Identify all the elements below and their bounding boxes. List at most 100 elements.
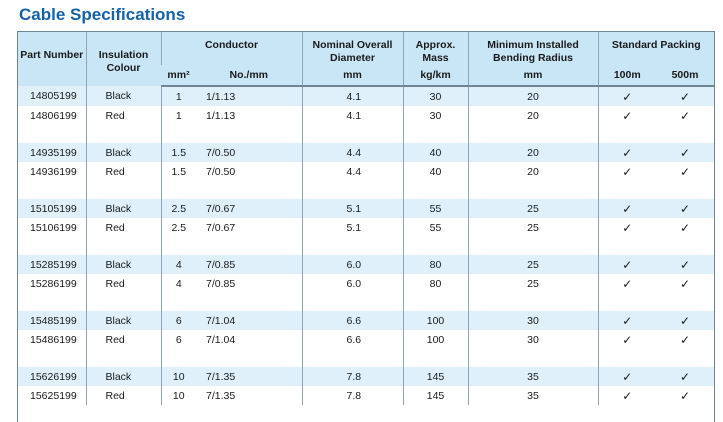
insulation-colour-cell: Black xyxy=(85,311,161,330)
nominal-diameter-cell: 6.0 xyxy=(301,274,404,293)
gap-cell xyxy=(467,349,599,367)
conductor-mm2-cell: 2.5 xyxy=(160,218,196,237)
header-standard-packing: Standard Packing xyxy=(597,32,715,65)
part-number-cell: 14936199 xyxy=(18,162,86,181)
nominal-diameter-cell: 7.8 xyxy=(301,367,404,386)
pack-100m-check-icon: ✓ xyxy=(597,199,657,218)
insulation-colour-cell: Black xyxy=(85,143,161,162)
gap-cell xyxy=(597,237,657,255)
gap-cell xyxy=(160,237,196,255)
conductor-no-mm-cell: 1/1.13 xyxy=(196,106,303,125)
gap-cell xyxy=(597,181,657,199)
pack-500m-check-icon: ✓ xyxy=(656,386,715,405)
conductor-no-mm-cell: 7/1.35 xyxy=(196,367,303,386)
header-nominal-diameter: Nominal Overall Diameter xyxy=(301,32,404,65)
conductor-no-mm-cell: 1/1.13 xyxy=(196,86,303,106)
header-conductor-mm2: mm² xyxy=(161,65,196,87)
part-number-cell: 15486199 xyxy=(18,330,86,349)
part-number-cell: 15105199 xyxy=(18,199,86,218)
cable-spec-table: Part Number Insulation Colour Conductor … xyxy=(18,32,715,405)
header-pack-100m: 100m xyxy=(597,65,657,87)
insulation-colour-cell: Red xyxy=(85,162,161,181)
table-row: 14935199 Black 1.5 7/0.50 4.4 40 20 ✓ ✓ xyxy=(18,143,715,162)
nominal-diameter-cell: 4.4 xyxy=(301,162,404,181)
gap-cell xyxy=(656,237,715,255)
pack-100m-check-icon: ✓ xyxy=(597,274,657,293)
pack-100m-check-icon: ✓ xyxy=(597,218,657,237)
part-number-cell: 14935199 xyxy=(18,143,86,162)
approx-mass-cell: 55 xyxy=(402,199,469,218)
gap-cell xyxy=(402,349,469,367)
conductor-mm2-cell: 1 xyxy=(160,106,196,125)
pack-500m-check-icon: ✓ xyxy=(656,330,715,349)
gap-cell xyxy=(656,125,715,143)
approx-mass-cell: 145 xyxy=(402,367,469,386)
bending-radius-cell: 25 xyxy=(467,255,599,274)
header-insulation-colour: Insulation Colour xyxy=(85,32,161,86)
gap-cell xyxy=(160,293,196,311)
conductor-no-mm-cell: 7/0.67 xyxy=(196,218,303,237)
conductor-no-mm-cell: 7/0.50 xyxy=(196,162,303,181)
table-row: 15625199 Red 10 7/1.35 7.8 145 35 ✓ ✓ xyxy=(18,386,715,405)
gap-cell xyxy=(467,181,599,199)
gap-cell xyxy=(196,125,303,143)
gap-cell xyxy=(196,349,303,367)
header-row-1: Part Number Insulation Colour Conductor … xyxy=(18,32,715,86)
part-number-cell: 15626199 xyxy=(18,367,86,386)
nominal-diameter-cell: 4.1 xyxy=(301,86,404,106)
conductor-mm2-cell: 1 xyxy=(160,86,196,106)
nominal-diameter-cell: 7.8 xyxy=(301,386,404,405)
table-row: 15485199 Black 6 7/1.04 6.6 100 30 ✓ ✓ xyxy=(18,311,715,330)
gap-cell xyxy=(597,125,657,143)
part-number-cell: 14805199 xyxy=(18,86,86,106)
insulation-colour-cell: Red xyxy=(85,218,161,237)
gap-cell xyxy=(85,293,161,311)
pack-500m-check-icon: ✓ xyxy=(656,162,715,181)
row-group-gap xyxy=(18,293,715,311)
table-row: 15626199 Black 10 7/1.35 7.8 145 35 ✓ ✓ xyxy=(18,367,715,386)
conductor-no-mm-cell: 7/0.67 xyxy=(196,199,303,218)
gap-cell xyxy=(402,293,469,311)
gap-cell xyxy=(402,125,469,143)
part-number-cell: 15625199 xyxy=(18,386,86,405)
part-number-cell: 15485199 xyxy=(18,311,86,330)
header-conductor: Conductor xyxy=(160,32,303,65)
table-row: 15105199 Black 2.5 7/0.67 5.1 55 25 ✓ ✓ xyxy=(18,199,715,218)
approx-mass-cell: 40 xyxy=(402,143,469,162)
row-group-gap xyxy=(18,125,715,143)
gap-cell xyxy=(85,349,161,367)
bending-radius-cell: 25 xyxy=(467,199,599,218)
conductor-no-mm-cell: 7/1.04 xyxy=(196,330,303,349)
pack-500m-check-icon: ✓ xyxy=(656,199,715,218)
bending-radius-cell: 20 xyxy=(467,143,599,162)
gap-cell xyxy=(301,349,404,367)
header-pack-500m: 500m xyxy=(656,65,715,87)
part-number-cell: 15285199 xyxy=(18,255,86,274)
bending-radius-cell: 20 xyxy=(467,86,599,106)
gap-cell xyxy=(196,237,303,255)
conductor-no-mm-cell: 7/0.85 xyxy=(196,255,303,274)
nominal-diameter-cell: 4.1 xyxy=(301,106,404,125)
header-mass-unit: kg/km xyxy=(402,65,469,87)
nominal-diameter-cell: 6.0 xyxy=(301,255,404,274)
insulation-colour-cell: Black xyxy=(85,86,161,106)
table-row: 15106199 Red 2.5 7/0.67 5.1 55 25 ✓ ✓ xyxy=(18,218,715,237)
pack-100m-check-icon: ✓ xyxy=(597,330,657,349)
part-number-cell: 15106199 xyxy=(18,218,86,237)
conductor-mm2-cell: 1.5 xyxy=(160,143,196,162)
conductor-mm2-cell: 10 xyxy=(160,386,196,405)
table-row: 14936199 Red 1.5 7/0.50 4.4 40 20 ✓ ✓ xyxy=(18,162,715,181)
gap-cell xyxy=(18,125,86,143)
table-row: 14806199 Red 1 1/1.13 4.1 30 20 ✓ ✓ xyxy=(18,106,715,125)
nominal-diameter-cell: 4.4 xyxy=(301,143,404,162)
pack-100m-check-icon: ✓ xyxy=(597,143,657,162)
insulation-colour-cell: Red xyxy=(85,274,161,293)
gap-cell xyxy=(160,125,196,143)
insulation-colour-cell: Black xyxy=(85,367,161,386)
pack-100m-check-icon: ✓ xyxy=(597,255,657,274)
gap-cell xyxy=(597,293,657,311)
header-nominal-unit: mm xyxy=(301,65,404,87)
nominal-diameter-cell: 5.1 xyxy=(301,199,404,218)
pack-100m-check-icon: ✓ xyxy=(597,311,657,330)
conductor-no-mm-cell: 7/1.35 xyxy=(196,386,303,405)
